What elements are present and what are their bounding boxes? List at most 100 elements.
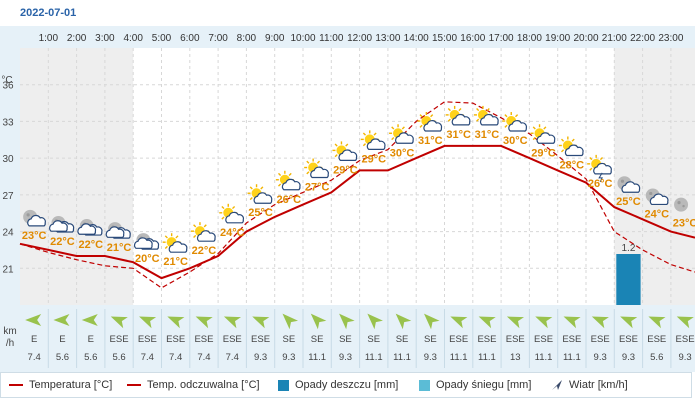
legend-rain-label: Opady deszczu [mm] [295,379,399,391]
sun-ray [164,235,168,239]
legend-item-feels-like[interactable]: Temp. odczuwalna [°C] [127,379,260,391]
cloud-shape [508,120,528,132]
sun-ray [193,224,197,228]
legend-item-rain[interactable]: Opady deszczu [mm] [278,379,398,391]
sun-ray [504,124,508,128]
wind-direction-label: SE [339,334,352,345]
legend-item-wind[interactable]: Wiatr [km/h] [551,379,628,391]
wind-speed-label: 11.1 [308,352,326,363]
wind-arrow-shape [478,316,496,329]
wind-direction-label: ESE [534,334,553,345]
wind-arrow-icon [252,316,270,329]
moon-icon [674,197,689,212]
sun-ray [458,108,462,112]
partly-sunny-icon [275,170,301,191]
wind-speed-label: 5.6 [56,352,69,363]
sun-ray [306,160,310,164]
temperature-point-label: 26°C [588,178,613,190]
sun-ray [345,143,349,147]
hour-label: 12:00 [347,33,372,44]
wind-arrow-shape [339,313,355,330]
y-tick-label: 21 [2,264,14,275]
wind-speed-label: 7.4 [28,352,41,363]
wind-arrow-icon [478,316,496,329]
moon-crater [649,191,653,196]
hour-label: 1:00 [39,33,59,44]
hour-label: 17:00 [489,33,514,44]
sun-ray [277,172,282,177]
wind-arrow-shape [167,316,185,329]
temperature-point-label: 23°C [22,230,47,242]
cloud-shape [479,113,499,126]
sun-ray [249,196,253,201]
temperature-point-label: 29°C [361,153,386,165]
lightning-bolt [598,172,603,183]
sun-ray [419,114,423,118]
hour-label: 14:00 [404,33,429,44]
wind-arrow-icon [450,316,468,329]
sun-ray [560,149,565,153]
legend-snow-swatch [419,379,430,391]
night-cloudy-icon [49,215,75,233]
legend-item-snow[interactable]: Opady śniegu [mm] [419,379,531,391]
wind-arrow-icon [648,316,666,329]
sun-ray [543,126,547,130]
wind-direction-label: SE [424,334,437,345]
hour-label: 22:00 [630,33,655,44]
hour-label: 2:00 [67,33,87,44]
cloud-shape [253,192,273,204]
sun-cloudy-icon [360,130,386,150]
wind-speed-label: 9.3 [339,352,352,363]
wind-direction-label: SE [283,334,296,345]
wind-arrow-icon [620,316,638,329]
sun-cloud-icon [445,105,471,126]
temperature-point-label: 31°C [446,129,471,141]
wind-direction-label: ESE [251,334,270,345]
sun-cloud-icon [417,112,443,132]
wind-arrow-icon [395,313,412,330]
wind-arrow-shape [53,314,70,326]
wind-arrow-icon [53,314,70,326]
sun-ray [532,126,536,130]
cloud-shape [27,214,46,227]
wind-speed-label: 9.3 [622,352,635,363]
wind-arrow-icon [367,313,383,330]
wind-arrow-icon [223,316,242,329]
wind-direction-label: E [88,334,94,345]
sun-ray [532,137,536,141]
sun-ray [260,186,264,190]
temperature-point-label: 28°C [560,160,585,172]
sun-ray [476,118,480,122]
wind-arrow-shape [282,313,299,330]
sun-ray [316,160,321,164]
wind-unit-label-bottom: /h [6,338,14,349]
sun-ray [362,132,367,136]
legend-item-temperature[interactable]: Temperatura [°C] [9,379,112,391]
wind-arrow-icon [423,313,440,330]
wind-direction-label: ESE [591,334,610,345]
sun-ray [277,183,282,187]
wind-direction-label: SE [396,334,409,345]
wind-speed-label: 13 [510,352,521,363]
cloud-shape [536,132,556,144]
wind-arrow-icon [506,316,525,329]
temperature-point-label: 30°C [390,147,415,159]
cloud-shape [133,237,153,249]
wind-speed-label: 7.4 [141,352,154,363]
hour-label: 7:00 [208,33,228,44]
legend-feels-like-swatch [127,384,141,386]
wind-speed-label: 5.6 [650,352,663,363]
temperature-point-label: 23°C [673,218,695,230]
temperature-point-label: 25°C [248,207,273,219]
sun-ray [589,167,593,171]
wind-arrow-icon [339,313,355,330]
night-cloudy-icon [105,222,131,239]
cloud-shape [451,113,471,126]
wind-speed-label: 9.3 [424,352,437,363]
sun-ray [175,235,179,239]
hour-label: 8:00 [237,33,257,44]
hour-label: 13:00 [375,33,400,44]
sun-ray [430,114,434,118]
moon-crater [677,201,681,205]
